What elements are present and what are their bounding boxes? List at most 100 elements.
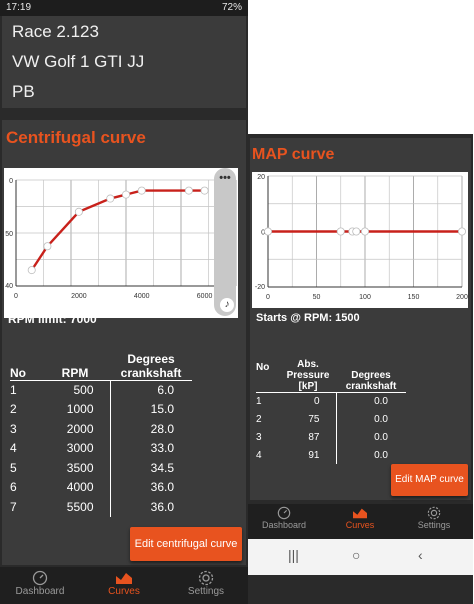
car-name: VW Golf 1 GTI JJ: [12, 52, 145, 71]
nav-settings[interactable]: Settings: [176, 570, 236, 597]
curves-icon: [116, 573, 132, 584]
centrifugal-cell-1: 2000: [40, 419, 111, 439]
centrifugal-cell-2: 36.0: [150, 480, 174, 495]
status-bar: 17:19 72%: [0, 0, 248, 16]
map-cell-2: 0.0: [374, 395, 388, 407]
centrifugal-cell-0: 2: [10, 402, 17, 417]
nav-curves[interactable]: Curves: [94, 570, 154, 597]
recent-apps-icon[interactable]: |||: [288, 547, 299, 563]
map-cell-2: 0.0: [374, 431, 388, 443]
centrifugal-chart-svg: 0 2000 4000 6000 0 50 40: [5, 178, 237, 300]
status-time: 17:19: [6, 2, 32, 13]
nav-dashboard[interactable]: Dashboard: [10, 570, 70, 597]
nav-curves-label: Curves: [345, 520, 375, 530]
dashboard-icon: [32, 570, 48, 586]
curves-icon: [353, 508, 367, 519]
x-tick-label: 2000: [71, 293, 87, 300]
table-row: 2 1000 15.0: [10, 399, 192, 419]
status-battery: 72%: [221, 2, 242, 13]
x-tick-label: 100: [359, 294, 371, 301]
y-tick-label: 0: [261, 230, 265, 237]
dashboard-icon: [277, 506, 291, 520]
map-cell-0: 2: [256, 413, 262, 425]
edit-map-button[interactable]: Edit MAP curve: [391, 464, 468, 496]
centrifugal-cell-0: 3: [10, 421, 17, 436]
nav-settings-label: Settings: [417, 520, 451, 530]
centrifugal-cell-1: 1000: [40, 399, 111, 419]
centrifugal-cell-2: 15.0: [150, 402, 174, 417]
y-tick-label: 40: [5, 283, 13, 290]
data-point: [27, 266, 36, 275]
chart-scroll-handle[interactable]: ••• ♪: [214, 168, 236, 316]
centrifugal-cell-0: 4: [10, 441, 17, 456]
map-cell-0: 3: [256, 431, 262, 443]
race-name: Race 2.123: [12, 22, 99, 41]
y-tick-label: 50: [5, 231, 13, 238]
data-point: [122, 190, 131, 199]
x-tick-label: 50: [313, 294, 321, 301]
centrifugal-cell-1: 500: [40, 380, 111, 400]
centrifugal-cell-0: 7: [10, 499, 17, 514]
centrifugal-cell-2: 33.0: [150, 441, 174, 456]
left-phone-screen: 17:19 72% Race 2.123 VW Golf 1 GTI JJ PB…: [0, 0, 248, 604]
data-point: [352, 227, 361, 236]
centrifugal-title: Centrifugal curve: [6, 128, 146, 147]
centrifugal-cell-0: 1: [10, 383, 17, 397]
centrifugal-cell-0: 6: [10, 480, 17, 495]
settings-icon: [198, 570, 214, 586]
col-rpm: RPM: [40, 346, 110, 381]
starts-rpm-label: Starts @ RPM: 1500: [256, 312, 360, 324]
bottom-nav: Dashboard Curves Settings: [248, 504, 473, 539]
y-tick-label: -20: [255, 284, 265, 291]
centrifugal-cell-0: 5: [10, 460, 17, 475]
centrifugal-chart[interactable]: 0 2000 4000 6000 0 50 40: [4, 168, 238, 318]
back-icon[interactable]: ‹: [418, 547, 423, 563]
series-line: [30, 189, 205, 271]
x-tick-label: 6000: [197, 293, 213, 300]
centrifugal-cell-1: 5500: [40, 497, 111, 517]
map-chart[interactable]: 0 50 100 150 200 20 0 -20: [252, 172, 468, 308]
data-point: [200, 186, 209, 195]
table-row: 4 3000 33.0: [10, 438, 192, 458]
centrifugal-cell-2: 34.5: [150, 460, 174, 475]
x-tick-label: 4000: [134, 293, 150, 300]
centrifugal-cell-1: 4000: [40, 477, 111, 497]
col-degrees: Degrees crankshaft: [110, 346, 192, 381]
table-row: 1 0 0.0: [256, 392, 406, 410]
col-no: No: [10, 346, 40, 381]
table-row: 5 3500 34.5: [10, 458, 192, 478]
centrifugal-table: No RPM Degrees crankshaft 1 500 6.0 2 1000 15…: [10, 346, 192, 517]
nav-dashboard-label: Dashboard: [15, 586, 65, 597]
home-icon[interactable]: ○: [352, 547, 361, 563]
col-no: No: [256, 344, 280, 393]
y-tick-label: 20: [257, 174, 265, 181]
map-cell-2: 0.0: [374, 413, 388, 425]
col-degrees: Degrees crankshaft: [336, 344, 406, 393]
tag-label: PB: [12, 82, 35, 101]
more-icon[interactable]: •••: [219, 172, 231, 184]
nav-curves[interactable]: Curves: [332, 506, 388, 530]
table-row: 2 75 0.0: [256, 410, 406, 428]
map-table: No Abs. Pressure [kP] Degrees crankshaft…: [256, 344, 406, 464]
x-tick-label: 150: [408, 294, 420, 301]
centrifugal-cell-2: 6.0: [157, 383, 174, 397]
map-cell-1: 91: [280, 446, 337, 464]
x-tick-label: 0: [266, 294, 270, 301]
table-row: 4 91 0.0: [256, 446, 406, 464]
nav-dashboard[interactable]: Dashboard: [256, 506, 312, 530]
centrifugal-cell-1: 3000: [40, 438, 111, 458]
table-row: 3 87 0.0: [256, 428, 406, 446]
map-cell-1: 0: [280, 392, 337, 410]
data-point: [263, 227, 272, 236]
data-point: [457, 227, 466, 236]
map-title: MAP curve: [252, 146, 335, 163]
map-cell-1: 75: [280, 410, 337, 428]
edit-centrifugal-button[interactable]: Edit centrifugal curve: [130, 527, 242, 561]
centrifugal-cell-2: 28.0: [150, 421, 174, 436]
nav-settings-label: Settings: [187, 586, 225, 597]
nav-settings[interactable]: Settings: [406, 506, 462, 530]
centrifugal-cell-1: 3500: [40, 458, 111, 478]
map-cell-2: 0.0: [374, 449, 388, 461]
rpm-limit-label: RPM limit: 7000: [8, 312, 97, 326]
